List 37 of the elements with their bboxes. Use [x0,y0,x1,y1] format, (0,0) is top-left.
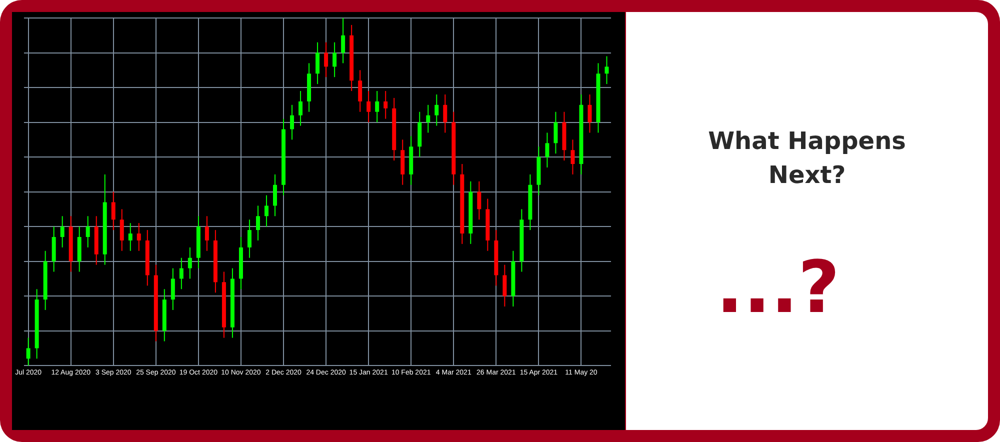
candlestick [375,90,380,123]
candlestick [366,90,371,123]
candlestick [443,94,448,134]
candlestick [341,18,346,64]
candlestick [477,180,482,220]
candlestick [136,222,141,252]
candlestick [570,139,575,175]
candlestick [256,205,260,241]
candlestick [358,70,362,112]
candlestick [588,94,592,134]
candlestick [384,90,388,120]
candlestick [316,42,320,85]
candlestick [120,208,124,252]
text: What Happens Next? [707,126,907,191]
candlestick [128,222,132,252]
candlestick [324,42,328,78]
candlestick [332,42,337,78]
candlestick [26,337,30,366]
candlestick [290,104,294,140]
candlestick [264,194,268,228]
text: ...? [716,244,840,331]
candlestick [298,90,303,126]
candlestick [60,216,64,248]
candlestick [86,216,90,248]
candlestick [604,56,609,85]
candlestick [204,216,209,252]
candlestick [273,174,277,217]
candlestick [170,268,175,310]
candlestick [545,132,550,168]
candlestick [554,111,558,154]
candlestick [502,264,507,308]
candlestick [434,94,439,126]
candlestick [188,246,192,280]
candlestick [111,191,116,231]
candlestick [247,219,252,258]
candlestick [426,104,430,134]
candlestick [179,257,184,290]
